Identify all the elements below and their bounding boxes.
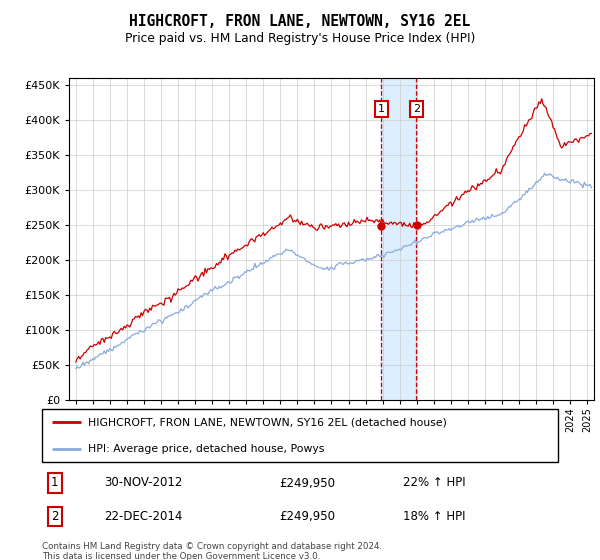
Text: HPI: Average price, detached house, Powys: HPI: Average price, detached house, Powy… xyxy=(88,444,325,454)
Text: Contains HM Land Registry data © Crown copyright and database right 2024.
This d: Contains HM Land Registry data © Crown c… xyxy=(42,542,382,560)
Text: £249,950: £249,950 xyxy=(280,477,335,489)
Text: £249,950: £249,950 xyxy=(280,510,335,523)
FancyBboxPatch shape xyxy=(42,409,558,462)
Text: 2: 2 xyxy=(413,104,420,114)
Text: 22-DEC-2014: 22-DEC-2014 xyxy=(104,510,182,523)
Bar xyxy=(381,78,416,400)
Text: 30-NOV-2012: 30-NOV-2012 xyxy=(104,477,182,489)
Text: 18% ↑ HPI: 18% ↑ HPI xyxy=(403,510,466,523)
Text: HIGHCROFT, FRON LANE, NEWTOWN, SY16 2EL (detached house): HIGHCROFT, FRON LANE, NEWTOWN, SY16 2EL … xyxy=(88,417,448,427)
Text: 1: 1 xyxy=(378,104,385,114)
Text: 1: 1 xyxy=(51,477,59,489)
Text: HIGHCROFT, FRON LANE, NEWTOWN, SY16 2EL: HIGHCROFT, FRON LANE, NEWTOWN, SY16 2EL xyxy=(130,14,470,29)
Text: 22% ↑ HPI: 22% ↑ HPI xyxy=(403,477,466,489)
Text: 2: 2 xyxy=(51,510,59,523)
Text: Price paid vs. HM Land Registry's House Price Index (HPI): Price paid vs. HM Land Registry's House … xyxy=(125,32,475,45)
